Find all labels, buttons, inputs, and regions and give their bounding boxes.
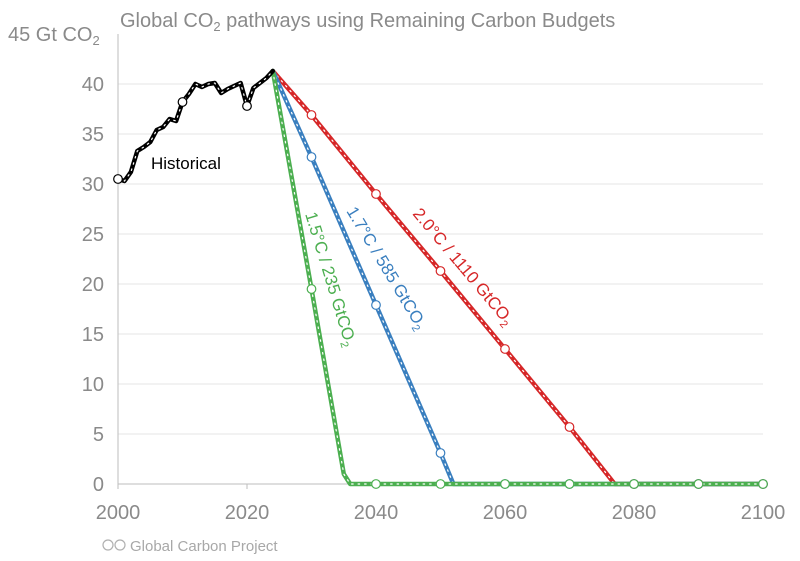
- series-point-1-5c: [629, 479, 639, 489]
- series-point-1-5c: [371, 479, 381, 489]
- y-axis-label: 45 Gt CO2: [8, 24, 100, 48]
- series-line-1-5c: [270, 68, 766, 487]
- x-axis-ticks: 2000 2020 2040 2060 2080 2100: [96, 502, 786, 524]
- series-point-2-0c: [371, 189, 381, 199]
- series-point-2-0c: [435, 266, 446, 276]
- series-line-dots-1-7c: [272, 70, 764, 485]
- series-point-2-0c: [500, 344, 510, 354]
- series-markers: [113, 97, 768, 489]
- y-tick-label: 25: [82, 224, 104, 246]
- series-line-dots-2-0c: [272, 70, 764, 485]
- series-line-1-7c: [270, 68, 766, 487]
- y-tick-label: 10: [82, 374, 104, 396]
- series-point-1-7c: [371, 300, 381, 310]
- x-tick-label: 2060: [483, 502, 528, 524]
- y-axis-ticks: 0 5 10 15 20 25 30 35 40: [82, 74, 104, 496]
- credit: Global Carbon Project: [102, 538, 278, 555]
- attribution-icon: [114, 539, 126, 551]
- series-point-1-5c: [306, 284, 317, 294]
- series-point-1-5c: [758, 479, 768, 489]
- series-point-1-5c: [564, 479, 575, 489]
- y-tick-label: 35: [82, 124, 104, 146]
- gridlines: [117, 34, 764, 489]
- y-tick-label: 20: [82, 274, 104, 296]
- cc-license-icon: [102, 539, 114, 551]
- series-label-historical: Historical: [151, 154, 221, 173]
- y-tick-label: 5: [93, 424, 104, 446]
- x-tick-label: 2020: [225, 502, 270, 524]
- series-line-2-0c: [270, 68, 766, 487]
- series-point-1-7c: [435, 448, 446, 458]
- x-tick-label: 2000: [96, 502, 141, 524]
- series-line-dots-1-5c: [272, 70, 764, 485]
- series-point-1-5c: [500, 479, 510, 489]
- series-point-2-0c: [306, 110, 317, 120]
- x-tick-label: 2080: [612, 502, 657, 524]
- credit-text: Global Carbon Project: [130, 538, 278, 555]
- y-tick-label: 40: [82, 74, 104, 96]
- y-tick-label: 15: [82, 324, 104, 346]
- x-tick-label: 2040: [354, 502, 399, 524]
- series-point-2-0c: [564, 422, 575, 432]
- series-point-historical: [242, 101, 252, 111]
- series-point-historical: [177, 97, 188, 107]
- series-lines: [115, 68, 766, 487]
- series-point-historical: [113, 174, 123, 184]
- y-tick-label: 0: [93, 474, 104, 496]
- y-tick-label: 30: [82, 174, 104, 196]
- x-tick-label: 2100: [741, 502, 786, 524]
- series-point-1-7c: [306, 152, 317, 162]
- series-point-1-5c: [693, 479, 704, 489]
- chart-title: Global CO2 pathways using Remaining Carb…: [120, 10, 615, 34]
- series-point-1-5c: [435, 479, 446, 489]
